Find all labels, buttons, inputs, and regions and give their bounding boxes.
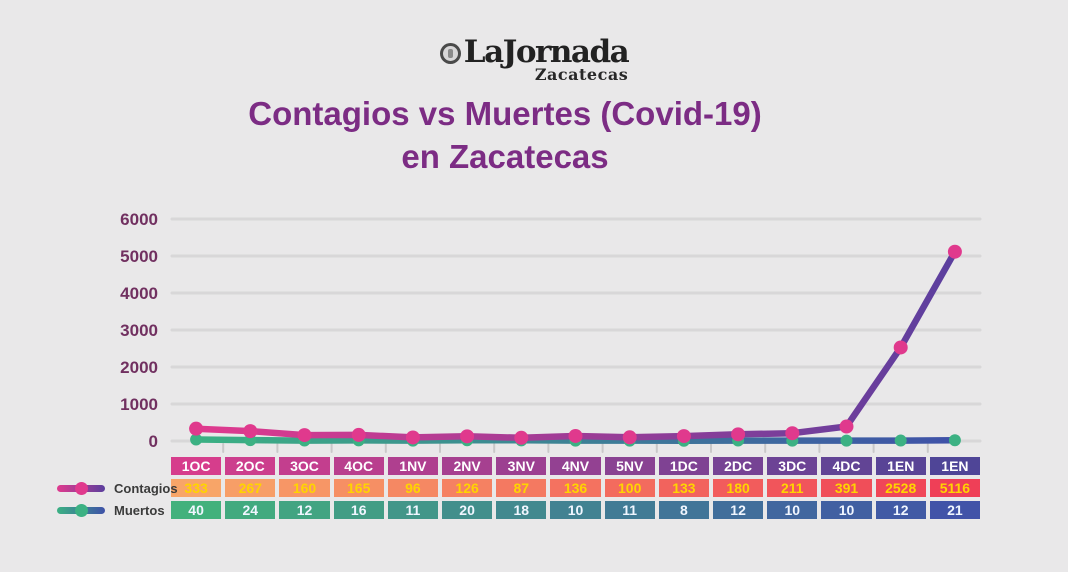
muertos-cell-2OC: 24 (225, 501, 276, 519)
point-contagios-2DC-180 (731, 427, 746, 442)
point-contagios-3DC-211 (785, 426, 800, 441)
muertos-cell-1EN: 21 (929, 501, 980, 519)
point-contagios-2NV-126 (460, 429, 475, 444)
point-contagios-1NV-96 (405, 430, 420, 445)
point-contagios-4NV-136 (568, 428, 583, 443)
y-tick-label-0: 0 (149, 432, 158, 451)
muertos-cell-3DC: 10 (767, 501, 818, 519)
line-contagios (192, 248, 959, 442)
contagios-cell-2DC: 180 (713, 479, 764, 497)
category-cell-2OC: 2OC (225, 457, 276, 475)
contagios-cell-1EN: 2528 (875, 479, 926, 497)
muertos-cell-2NV: 20 (442, 501, 493, 519)
contagios-line-swatch (57, 482, 105, 495)
chart-title-line1: Contagios vs Muertes (Covid-19) (248, 95, 762, 132)
logo-brand-text: LaJornada (463, 34, 630, 70)
point-contagios-4OC-165 (351, 427, 366, 442)
muertos-cell-3OC: 12 (279, 501, 330, 519)
category-cell-4NV: 4NV (550, 457, 601, 475)
point-muertos-4DC-10 (840, 434, 853, 447)
eclipse-logo-icon (439, 43, 461, 64)
muertos-cell-2DC: 12 (713, 501, 764, 519)
category-cell-2DC: 2DC (713, 457, 764, 475)
muertos-cell-1NV: 11 (387, 501, 438, 519)
muertos-dot-icon (75, 504, 88, 517)
muertos-cell-1EN: 12 (875, 501, 926, 519)
point-muertos-1OC-40 (190, 433, 203, 446)
point-contagios-1OC-333 (189, 421, 204, 436)
contagios-cell-2OC: 267 (225, 479, 276, 497)
contagios-cell-3OC: 160 (279, 479, 330, 497)
legend-item-contagios: Contagios (57, 481, 178, 496)
y-tick-label-4000: 4000 (120, 284, 158, 303)
contagios-cell-4DC: 391 (821, 479, 872, 497)
category-cell-3NV: 3NV (496, 457, 547, 475)
category-cell-3DC: 3DC (767, 457, 818, 475)
contagios-cell-1OC: 333 (171, 479, 222, 497)
y-tick-label-1000: 1000 (120, 395, 158, 414)
chart-title: Contagios vs Muertes (Covid-19) en Zacat… (0, 92, 1010, 178)
point-contagios-5NV-100 (622, 430, 637, 445)
point-muertos-1EN-21 (948, 434, 961, 447)
muertos-cell-1OC: 40 (171, 501, 222, 519)
data-table: 1OC 2OC 3OC 4OC 1NV 2NV 3NV 4NV 5NV 1DC 2DC 3DC 4DC 1… (171, 457, 980, 519)
point-contagios-3OC-160 (297, 428, 312, 443)
chart-title-line2: en Zacatecas (401, 138, 609, 175)
category-cell-1DC: 1DC (658, 457, 709, 475)
contagios-cell-3DC: 211 (767, 479, 818, 497)
point-muertos-1EN-12 (894, 434, 907, 447)
category-cell-4DC: 4DC (821, 457, 872, 475)
category-cell-4OC: 4OC (333, 457, 384, 475)
point-contagios-1EN-2528 (893, 340, 908, 355)
muertos-cell-4DC: 10 (821, 501, 872, 519)
y-tick-label-6000: 6000 (120, 210, 158, 229)
contagios-cell-1NV: 96 (387, 479, 438, 497)
legend-item-muertos: Muertos (57, 503, 165, 518)
point-contagios-3NV-87 (514, 430, 529, 445)
muertos-cell-1DC: 8 (658, 501, 709, 519)
y-tick-label-2000: 2000 (120, 358, 158, 377)
category-cell-5NV: 5NV (604, 457, 655, 475)
point-contagios-1DC-133 (676, 429, 691, 444)
legend-label-muertos: Muertos (114, 503, 165, 518)
y-tick-label-5000: 5000 (120, 247, 158, 266)
contagios-cell-4NV: 136 (550, 479, 601, 497)
contagios-cell-5NV: 100 (604, 479, 655, 497)
contagios-dot-icon (75, 482, 88, 495)
category-cell-2NV: 2NV (442, 457, 493, 475)
y-tick-label-3000: 3000 (120, 321, 158, 340)
point-contagios-2OC-267 (243, 424, 258, 439)
legend-label-contagios: Contagios (114, 481, 178, 496)
muertos-cell-3NV: 18 (496, 501, 547, 519)
muertos-line-swatch (57, 504, 105, 517)
contagios-cell-1EN: 5116 (929, 479, 980, 497)
contagios-cell-1DC: 133 (658, 479, 709, 497)
muertos-cell-4NV: 10 (550, 501, 601, 519)
category-cell-1NV: 1NV (387, 457, 438, 475)
logo-region-text: Zacatecas (534, 65, 629, 84)
newspaper-logo: LaJornada Zacatecas (0, 36, 1068, 83)
contagios-cell-4OC: 165 (333, 479, 384, 497)
muertos-cell-5NV: 11 (604, 501, 655, 519)
category-cell-1EN: 1EN (875, 457, 926, 475)
category-cell-3OC: 3OC (279, 457, 330, 475)
contagios-cell-3NV: 87 (496, 479, 547, 497)
muertos-cell-4OC: 16 (333, 501, 384, 519)
point-contagios-4DC-391 (839, 419, 854, 434)
category-cell-1OC: 1OC (171, 457, 222, 475)
point-contagios-1EN-5116 (947, 244, 962, 259)
category-cell-1EN: 1EN (929, 457, 980, 475)
contagios-cell-2NV: 126 (442, 479, 493, 497)
